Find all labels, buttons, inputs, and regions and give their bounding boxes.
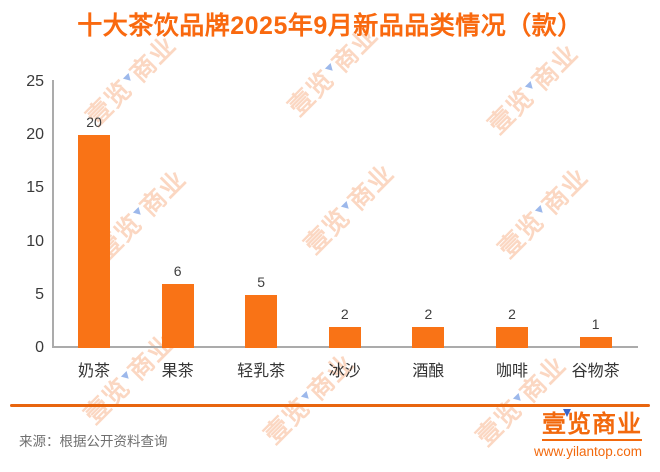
y-axis-tick-5: 5 <box>35 285 44 303</box>
y-axis-line <box>52 80 54 348</box>
bar-轻乳茶 <box>245 294 278 348</box>
bar-冰沙 <box>328 326 361 348</box>
footer-logo: 壹览商业 www.yilantop.com <box>533 409 642 459</box>
y-axis-tick-20: 20 <box>26 126 44 144</box>
value-label: 5 <box>257 273 266 290</box>
y-axis-tick-0: 0 <box>35 339 44 356</box>
footer-divider <box>10 404 650 407</box>
value-label: 20 <box>86 114 102 131</box>
bar-奶茶 <box>78 135 110 348</box>
category-label: 冰沙 <box>328 363 361 380</box>
bar-酒酿 <box>412 326 445 348</box>
category-label: 奶茶 <box>77 363 111 380</box>
chart-title: 十大茶饮品牌2025年9月新品品类情况（款） <box>77 12 583 40</box>
source-note: 来源：根据公开资料查询 <box>19 434 168 449</box>
y-axis-tick-25: 25 <box>26 73 44 90</box>
category-label: 果茶 <box>161 363 194 380</box>
logo-url: www.yilantop.com <box>533 444 642 459</box>
category-label: 谷物茶 <box>571 363 620 380</box>
y-axis-tick-15: 15 <box>26 179 44 197</box>
bar-谷物茶 <box>579 337 612 348</box>
value-label: 2 <box>340 305 349 322</box>
category-label: 咖啡 <box>495 363 529 380</box>
value-label: 1 <box>591 316 600 333</box>
bar-chart: 0 5 10 15 20 25 20 奶茶 6 果茶 5 轻乳茶 2 冰沙 2 酒酿 2 咖啡 1 谷物茶 <box>26 73 638 380</box>
logo-text: 壹览商业 <box>542 412 642 441</box>
y-axis-tick-10: 10 <box>26 232 44 250</box>
category-label: 酒酿 <box>412 363 445 380</box>
logo-cursor-icon <box>562 409 571 417</box>
value-label: 6 <box>173 263 182 280</box>
bar-果茶 <box>161 284 194 348</box>
category-label: 轻乳茶 <box>237 363 286 380</box>
value-label: 2 <box>424 305 433 322</box>
bar-咖啡 <box>496 326 528 348</box>
value-label: 2 <box>508 305 516 322</box>
